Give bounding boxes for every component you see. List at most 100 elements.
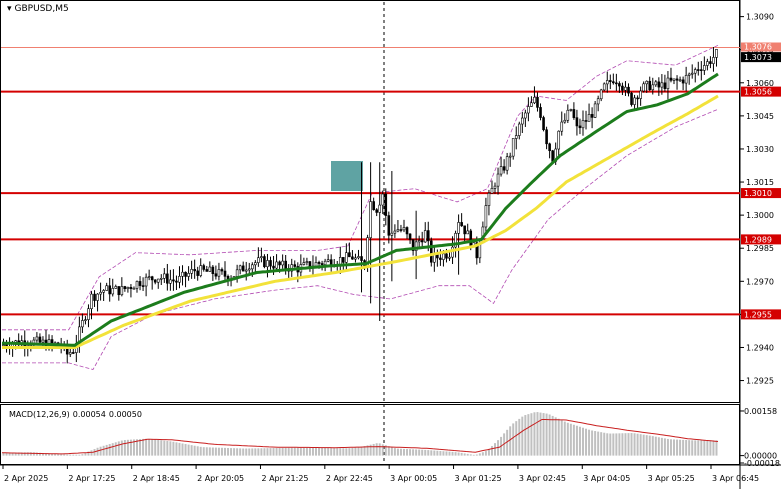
- time-tick-label: 2 Apr 21:25: [261, 474, 308, 483]
- price-axis: 1.30901.30751.30601.30451.30301.30151.30…: [740, 13, 774, 386]
- bollinger-bands: [2, 44, 719, 370]
- candle-body: [466, 230, 470, 235]
- candle-body: [700, 69, 703, 71]
- candle-body: [102, 290, 105, 293]
- candle-body: [220, 269, 224, 272]
- candle-body: [275, 261, 278, 269]
- candle-body: [257, 257, 260, 263]
- macd-tick-label: -0.00018: [744, 459, 780, 468]
- candle-body: [475, 242, 479, 259]
- level-price-tag-label: 1.3056: [744, 88, 772, 97]
- candle-body: [429, 240, 433, 263]
- price-tags: 1.3056 1.3010 1.2989 1.2955 1.3076 1.3073: [741, 42, 781, 320]
- candle-body: [375, 209, 378, 213]
- candle-body: [384, 193, 388, 216]
- candle-body: [372, 201, 375, 211]
- candle-body: [590, 114, 594, 118]
- candle-body: [284, 260, 287, 269]
- candle-body: [193, 269, 196, 272]
- candle-body: [147, 276, 151, 279]
- candle-body: [214, 273, 218, 277]
- candle-body: [172, 279, 175, 282]
- level-price-tag: [741, 309, 781, 320]
- candle-body: [223, 270, 227, 277]
- candle-body: [342, 257, 345, 263]
- candle-body: [645, 80, 649, 85]
- candle-body: [326, 259, 330, 262]
- candle-body: [514, 135, 518, 139]
- candle-body: [38, 336, 42, 343]
- candle-body: [351, 256, 354, 260]
- time-tick-label: 3 Apr 00:05: [390, 474, 437, 483]
- candle-body: [184, 271, 187, 277]
- signal-highlight-box: [331, 161, 363, 191]
- candle-body: [690, 72, 694, 75]
- candle-body: [81, 320, 84, 328]
- candle-body: [111, 288, 115, 295]
- candle-body: [238, 265, 242, 271]
- candle-body: [527, 106, 530, 114]
- level-price-tag: [741, 188, 781, 199]
- candle-body: [706, 61, 709, 66]
- candle-body: [548, 143, 551, 152]
- candle-body: [199, 265, 203, 276]
- candle-body: [405, 227, 409, 235]
- candle-body: [675, 78, 679, 81]
- candle-body: [414, 241, 418, 251]
- candle-body: [166, 273, 169, 284]
- time-tick-label: 3 Apr 02:45: [519, 474, 566, 483]
- candle-body: [460, 222, 463, 227]
- candle-body: [357, 256, 360, 259]
- candle-body: [426, 230, 430, 242]
- candle-body: [360, 256, 363, 261]
- candle-body: [681, 79, 685, 84]
- candle-body: [442, 253, 445, 260]
- candle-body: [687, 73, 691, 76]
- candle-body: [348, 252, 351, 258]
- candle-body: [536, 96, 539, 108]
- candle-body: [211, 266, 215, 275]
- ask-price-tag: [741, 42, 781, 52]
- candle-body: [150, 276, 154, 281]
- candle-body: [159, 277, 163, 280]
- current-price-tag-label: 1.3073: [744, 53, 772, 62]
- candle-body: [678, 79, 682, 82]
- candle-body: [439, 257, 442, 260]
- candle-body: [657, 81, 661, 88]
- candle-body: [566, 109, 570, 121]
- price-tick-label: 1.2940: [746, 343, 774, 352]
- candle-body: [90, 293, 93, 310]
- candle-body: [169, 279, 172, 284]
- candle-body: [293, 264, 297, 267]
- candle-body: [533, 96, 536, 104]
- candle-body: [117, 286, 121, 296]
- macd-tick-label: 0.00000: [744, 452, 777, 461]
- candle-body: [305, 261, 309, 263]
- candle-body: [648, 80, 652, 91]
- dropdown-arrow-icon[interactable]: ▾: [7, 4, 12, 14]
- candle-body: [302, 262, 306, 265]
- macd-label: MACD(12,26,9): [9, 410, 70, 419]
- price-tick-label: 1.2985: [746, 244, 774, 253]
- candle-body: [712, 57, 715, 64]
- moving-averages: [1, 72, 719, 349]
- candle-body: [141, 285, 145, 287]
- candle-body: [563, 119, 567, 123]
- candle-body: [448, 256, 451, 259]
- candle-body: [457, 222, 460, 234]
- candle-body: [511, 138, 515, 157]
- candle-body: [608, 80, 612, 82]
- candle-body: [138, 281, 142, 286]
- candle-body: [144, 276, 148, 287]
- ask-price-tag-label: 1.3076: [744, 42, 772, 51]
- candle-body: [132, 287, 136, 290]
- candle-body: [569, 109, 573, 111]
- candle-body: [272, 265, 275, 269]
- candle-body: [696, 69, 700, 71]
- price-tick-label: 1.3090: [746, 13, 774, 22]
- candle-body: [684, 75, 688, 84]
- candle-body: [120, 286, 124, 296]
- macd-indicator: 0.00158 0.00000-0.00018: [2, 407, 780, 468]
- chart-symbol-title[interactable]: ▾ GBPUSD,M5: [7, 4, 72, 14]
